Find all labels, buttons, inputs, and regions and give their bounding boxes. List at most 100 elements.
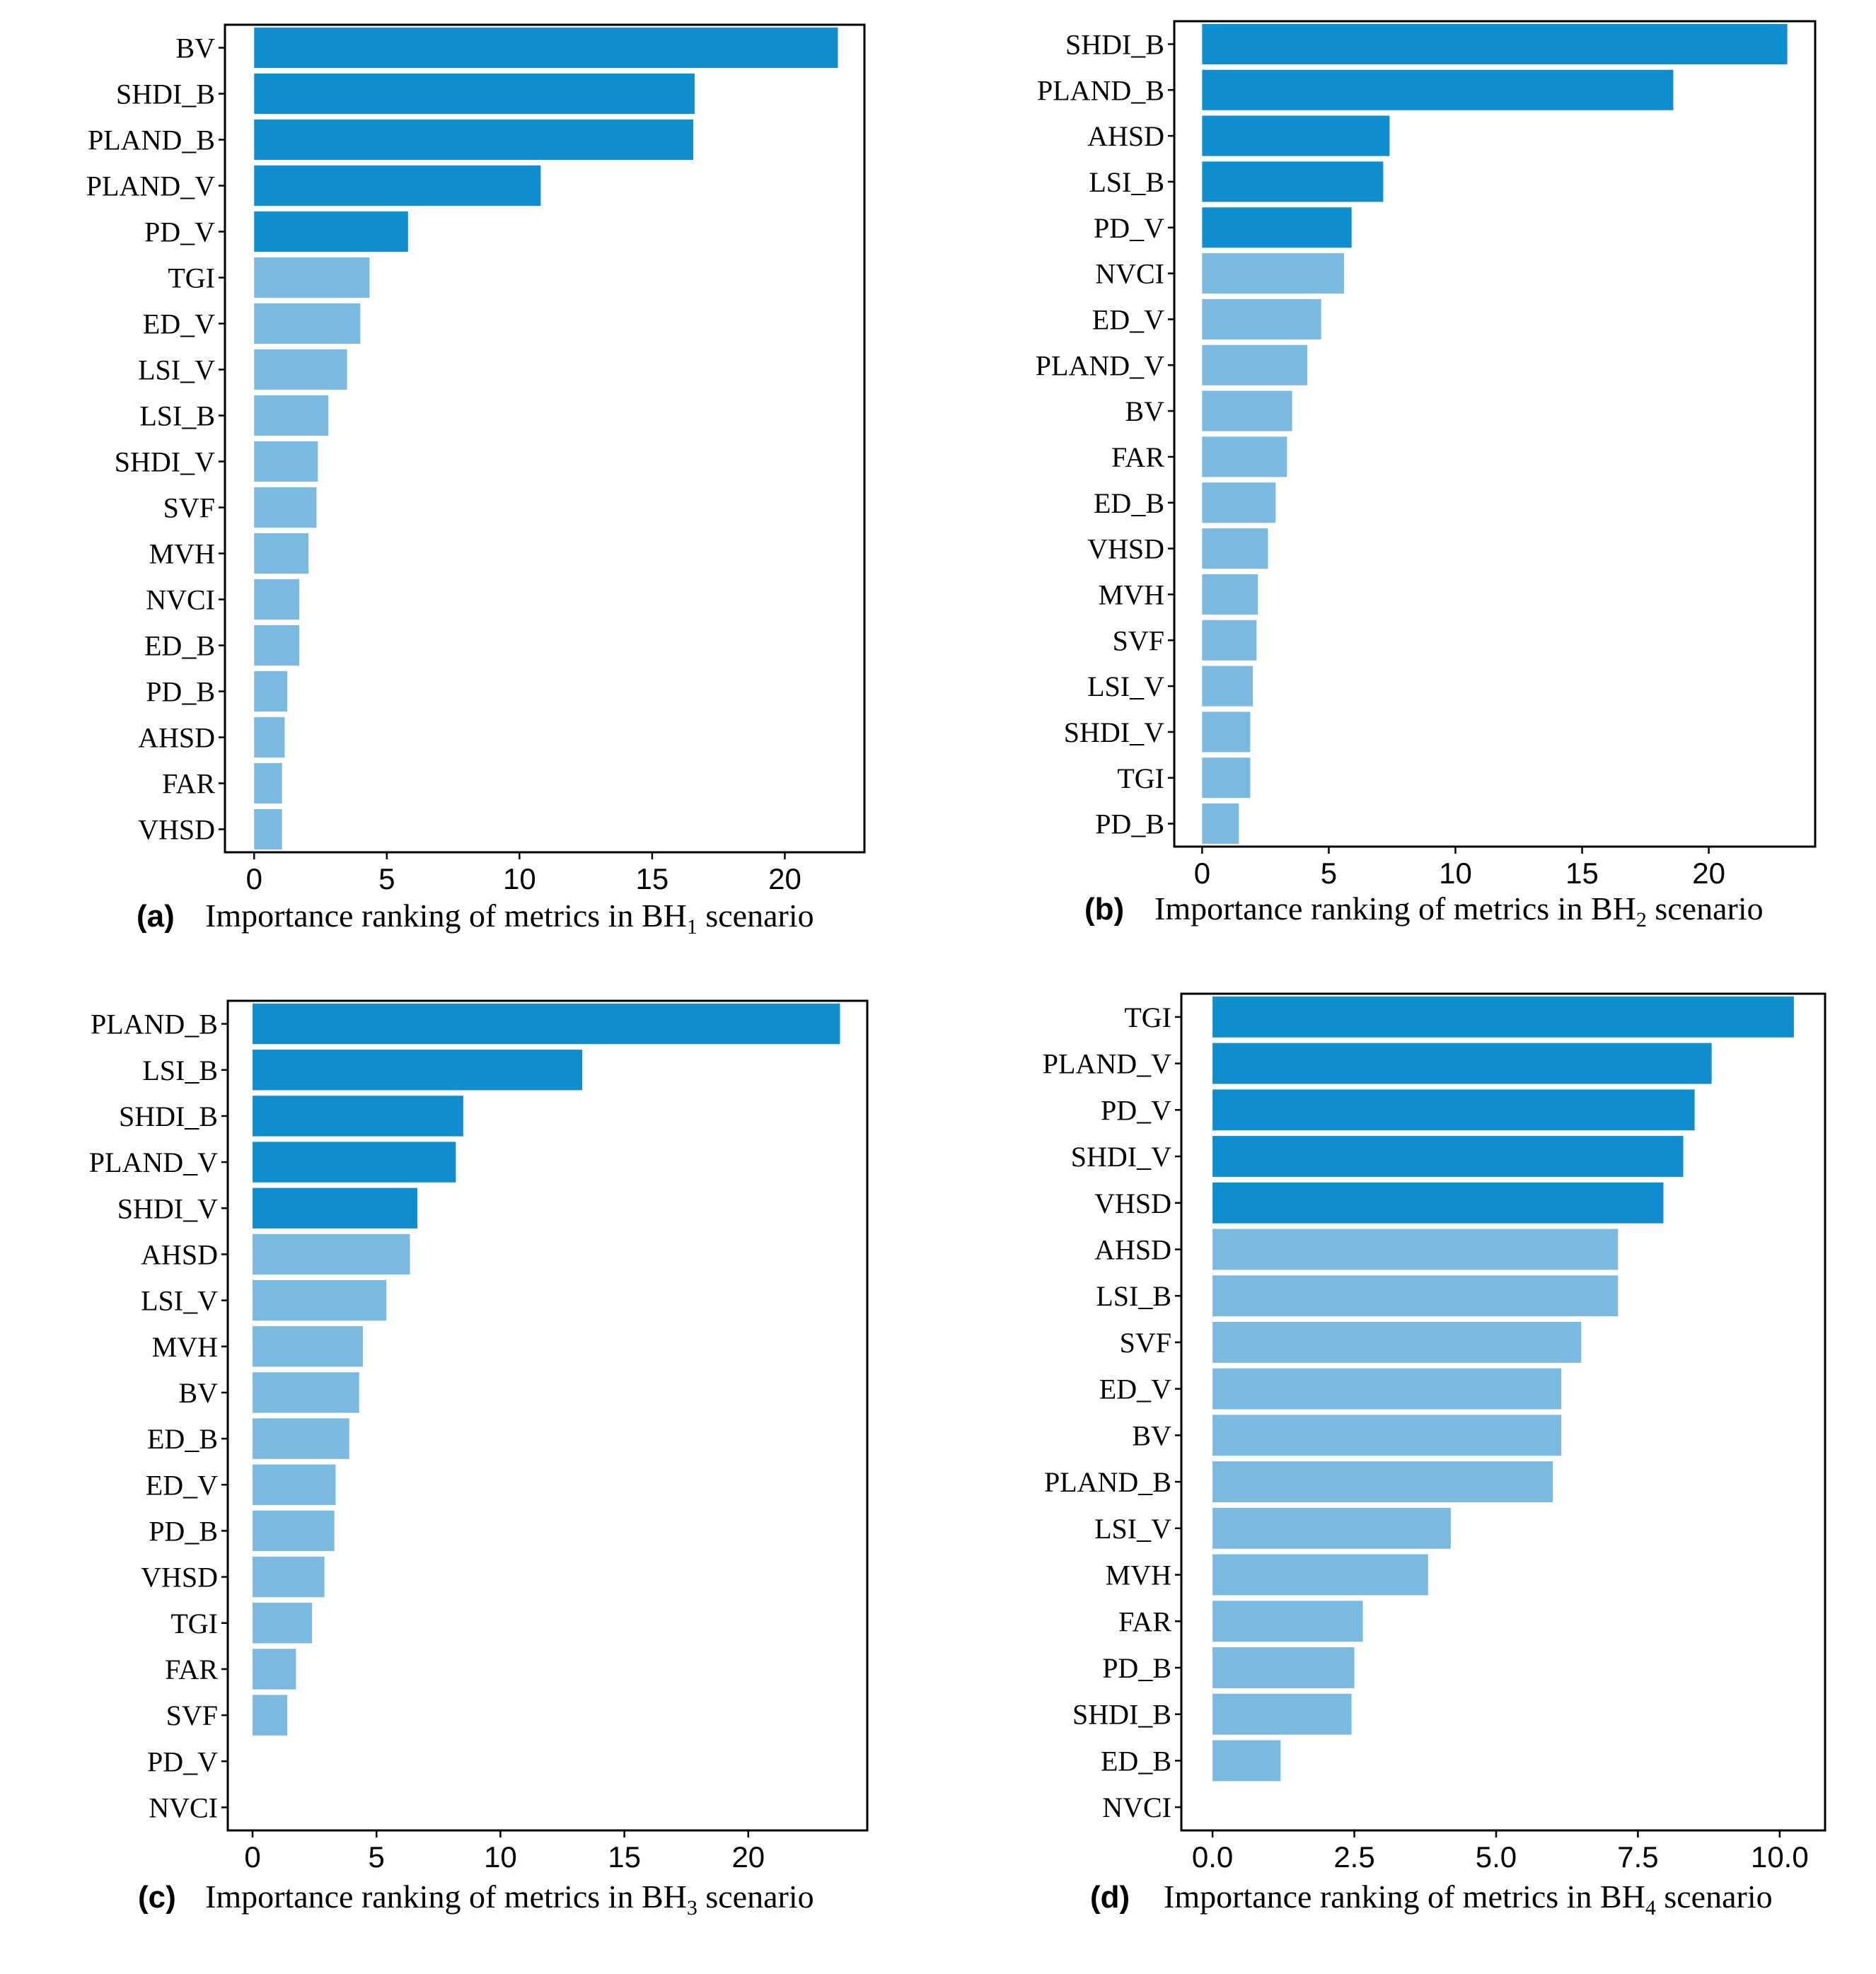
- bar-bv: [1202, 390, 1292, 431]
- y-tick-label: SVF: [163, 492, 215, 524]
- y-tick-label: SHDI_V: [1064, 716, 1164, 748]
- y-tick-label: PD_V: [147, 1746, 218, 1777]
- y-tick-label: LSI_B: [1089, 166, 1164, 198]
- y-tick-label: NVCI: [1102, 1792, 1171, 1823]
- x-tick-label: 2.5: [1333, 1840, 1374, 1874]
- bar-nvci: [254, 579, 300, 620]
- y-tick-label: PD_V: [144, 216, 215, 248]
- panel-caption: Importance ranking of metrics in BH2 sce…: [1154, 890, 1764, 931]
- y-tick-label: LSI_V: [1094, 1513, 1171, 1545]
- y-tick-label: TGI: [1117, 762, 1164, 794]
- y-tick-label: TGI: [168, 262, 215, 294]
- y-tick-label: SHDI_B: [119, 1101, 218, 1132]
- bar-ahsd: [254, 716, 285, 758]
- bar-far: [253, 1649, 296, 1690]
- bar-vhsd: [254, 808, 282, 850]
- bar-pland-v: [253, 1142, 456, 1183]
- bar-svf: [253, 1695, 288, 1736]
- caption-suffix: scenario: [697, 898, 814, 934]
- bar-far: [254, 762, 282, 804]
- bar-pland-v: [254, 165, 541, 207]
- bar-ed-b: [1212, 1740, 1281, 1782]
- x-tick-label: 20: [768, 862, 801, 895]
- panel-a: BV SHDI_B PLAND_B PLAND_V PD_V TGI ED_V LSI_V LS…: [86, 23, 866, 939]
- bar-ahsd: [1202, 115, 1390, 156]
- y-tick-label: PLAND_V: [86, 170, 215, 202]
- bar-bv: [254, 27, 838, 69]
- bar-mvh: [253, 1326, 363, 1367]
- y-tick-label: PLAND_V: [1036, 349, 1164, 381]
- bar-lsi-v: [1212, 1507, 1451, 1549]
- bar-shdi-v: [1212, 1136, 1684, 1177]
- bar-shdi-b: [253, 1096, 463, 1137]
- bar-lsi-b: [1202, 161, 1384, 202]
- y-tick-label: LSI_B: [1096, 1280, 1171, 1312]
- panel-caption: Importance ranking of metrics in BH3 sce…: [205, 1879, 814, 1920]
- bar-ahsd: [1212, 1229, 1619, 1270]
- bar-mvh: [1202, 574, 1258, 615]
- y-tick-label: MVH: [149, 538, 215, 570]
- x-tick-label: 5: [369, 1840, 385, 1874]
- bar-pd-b: [1202, 803, 1239, 844]
- x-tick-label: 5.0: [1476, 1840, 1517, 1874]
- bar-pland-b: [253, 1003, 840, 1045]
- y-tick-label: BV: [178, 1377, 218, 1409]
- y-tick-label: AHSD: [141, 1238, 218, 1270]
- y-tick-label: PD_B: [1102, 1652, 1171, 1684]
- bar-tgi: [1212, 996, 1794, 1038]
- y-tick-label: PLAND_B: [88, 124, 215, 156]
- y-tick-label: ED_V: [1099, 1374, 1171, 1405]
- panel-d: TGI PLAND_V PD_V SHDI_V VHSD AHSD LSI_B SVF ED_V…: [1043, 992, 1826, 1920]
- y-tick-label: PLAND_V: [1043, 1048, 1171, 1080]
- x-tick-label: 0: [1194, 857, 1210, 890]
- bar-shdi-v: [253, 1188, 418, 1229]
- bar-ed-b: [1202, 482, 1276, 523]
- x-tick-label: 0: [246, 862, 262, 895]
- y-tick-label: SHDI_B: [116, 79, 215, 110]
- y-tick-label: VHSD: [138, 814, 215, 846]
- y-tick-label: PD_V: [1094, 212, 1164, 244]
- y-tick-label: AHSD: [1094, 1233, 1171, 1265]
- y-tick-label: PD_V: [1101, 1094, 1171, 1126]
- bar-ed-v: [1212, 1368, 1562, 1410]
- x-tick-label: 0.0: [1192, 1840, 1233, 1874]
- bar-pland-v: [1202, 344, 1308, 385]
- bar-nvci: [1202, 253, 1344, 294]
- caption-prefix: Importance ranking of metrics in BH: [1154, 890, 1636, 927]
- bar-pd-b: [1212, 1647, 1355, 1688]
- bar-vhsd: [253, 1556, 325, 1598]
- bar-ed-v: [1202, 298, 1321, 339]
- caption-prefix: Importance ranking of metrics in BH: [1164, 1879, 1645, 1915]
- y-tick-label: SHDI_B: [1065, 28, 1164, 60]
- x-tick-label: 10: [503, 862, 536, 895]
- caption-prefix: Importance ranking of metrics in BH: [205, 898, 687, 934]
- y-tick-label: SHDI_V: [1071, 1141, 1171, 1173]
- x-tick-label: 10: [484, 1840, 517, 1874]
- y-tick-label: SHDI_V: [117, 1192, 218, 1224]
- y-tick-label: PLAND_B: [1044, 1466, 1171, 1498]
- y-tick-label: BV: [1125, 395, 1164, 427]
- bar-ahsd: [253, 1233, 410, 1275]
- y-tick-label: NVCI: [149, 1792, 218, 1823]
- y-tick-label: AHSD: [138, 722, 215, 754]
- bar-pd-b: [253, 1510, 335, 1552]
- y-tick-label: LSI_V: [138, 354, 215, 386]
- y-tick-label: FAR: [162, 768, 215, 800]
- plot-frame: [1180, 992, 1826, 1832]
- y-tick-label: ED_B: [147, 1423, 218, 1455]
- y-tick-label: PLAND_V: [89, 1146, 218, 1178]
- panel-b: SHDI_B PLAND_B AHSD LSI_B PD_V NVCI ED_V PLAND_…: [1036, 20, 1817, 931]
- bar-svf: [1212, 1321, 1582, 1363]
- bar-pd-v: [1212, 1089, 1695, 1131]
- y-tick-label: ED_B: [1094, 487, 1164, 519]
- y-tick-label: SVF: [166, 1700, 218, 1731]
- y-tick-label: LSI_V: [141, 1285, 218, 1317]
- y-tick-label: SVF: [1120, 1327, 1171, 1359]
- y-tick-label: ED_V: [143, 308, 215, 340]
- bar-pland-v: [1212, 1043, 1712, 1084]
- y-tick-label: ED_V: [146, 1469, 218, 1501]
- bar-tgi: [253, 1603, 313, 1644]
- panel-label: (a): [137, 899, 175, 934]
- y-tick-label: ED_B: [144, 630, 215, 662]
- bar-ed-b: [253, 1418, 349, 1459]
